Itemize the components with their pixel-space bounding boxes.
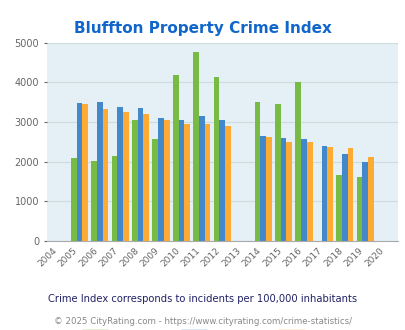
Bar bbox=[204, 124, 210, 241]
Bar bbox=[158, 118, 164, 241]
Bar bbox=[367, 156, 373, 241]
Bar bbox=[260, 136, 265, 241]
Text: © 2025 CityRating.com - https://www.cityrating.com/crime-statistics/: © 2025 CityRating.com - https://www.city… bbox=[54, 317, 351, 326]
Bar bbox=[326, 147, 332, 241]
Bar bbox=[117, 107, 123, 241]
Bar bbox=[97, 102, 102, 241]
Bar bbox=[137, 108, 143, 241]
Bar bbox=[152, 139, 158, 241]
Bar bbox=[213, 77, 219, 241]
Bar bbox=[178, 120, 184, 241]
Bar bbox=[143, 114, 149, 241]
Bar bbox=[225, 126, 230, 241]
Bar bbox=[335, 175, 341, 241]
Legend: Bluffton, Indiana, National: Bluffton, Indiana, National bbox=[78, 326, 365, 330]
Text: Crime Index corresponds to incidents per 100,000 inhabitants: Crime Index corresponds to incidents per… bbox=[48, 294, 357, 304]
Bar bbox=[123, 112, 128, 241]
Bar bbox=[111, 156, 117, 241]
Bar bbox=[286, 142, 291, 241]
Bar bbox=[91, 161, 97, 241]
Bar bbox=[295, 82, 301, 241]
Bar bbox=[198, 116, 204, 241]
Bar bbox=[173, 75, 178, 241]
Bar bbox=[219, 120, 225, 241]
Bar bbox=[274, 104, 280, 241]
Bar bbox=[254, 102, 260, 241]
Bar bbox=[265, 137, 271, 241]
Bar bbox=[361, 162, 367, 241]
Bar bbox=[341, 154, 347, 241]
Text: Bluffton Property Crime Index: Bluffton Property Crime Index bbox=[74, 21, 331, 36]
Bar bbox=[356, 177, 361, 241]
Bar bbox=[306, 142, 312, 241]
Bar bbox=[347, 148, 352, 241]
Bar bbox=[76, 103, 82, 241]
Bar bbox=[193, 51, 198, 241]
Bar bbox=[132, 120, 137, 241]
Bar bbox=[102, 109, 108, 241]
Bar bbox=[184, 124, 190, 241]
Bar bbox=[70, 158, 76, 241]
Bar bbox=[164, 120, 169, 241]
Bar bbox=[301, 139, 306, 241]
Bar bbox=[82, 104, 88, 241]
Bar bbox=[321, 146, 326, 241]
Bar bbox=[280, 138, 286, 241]
